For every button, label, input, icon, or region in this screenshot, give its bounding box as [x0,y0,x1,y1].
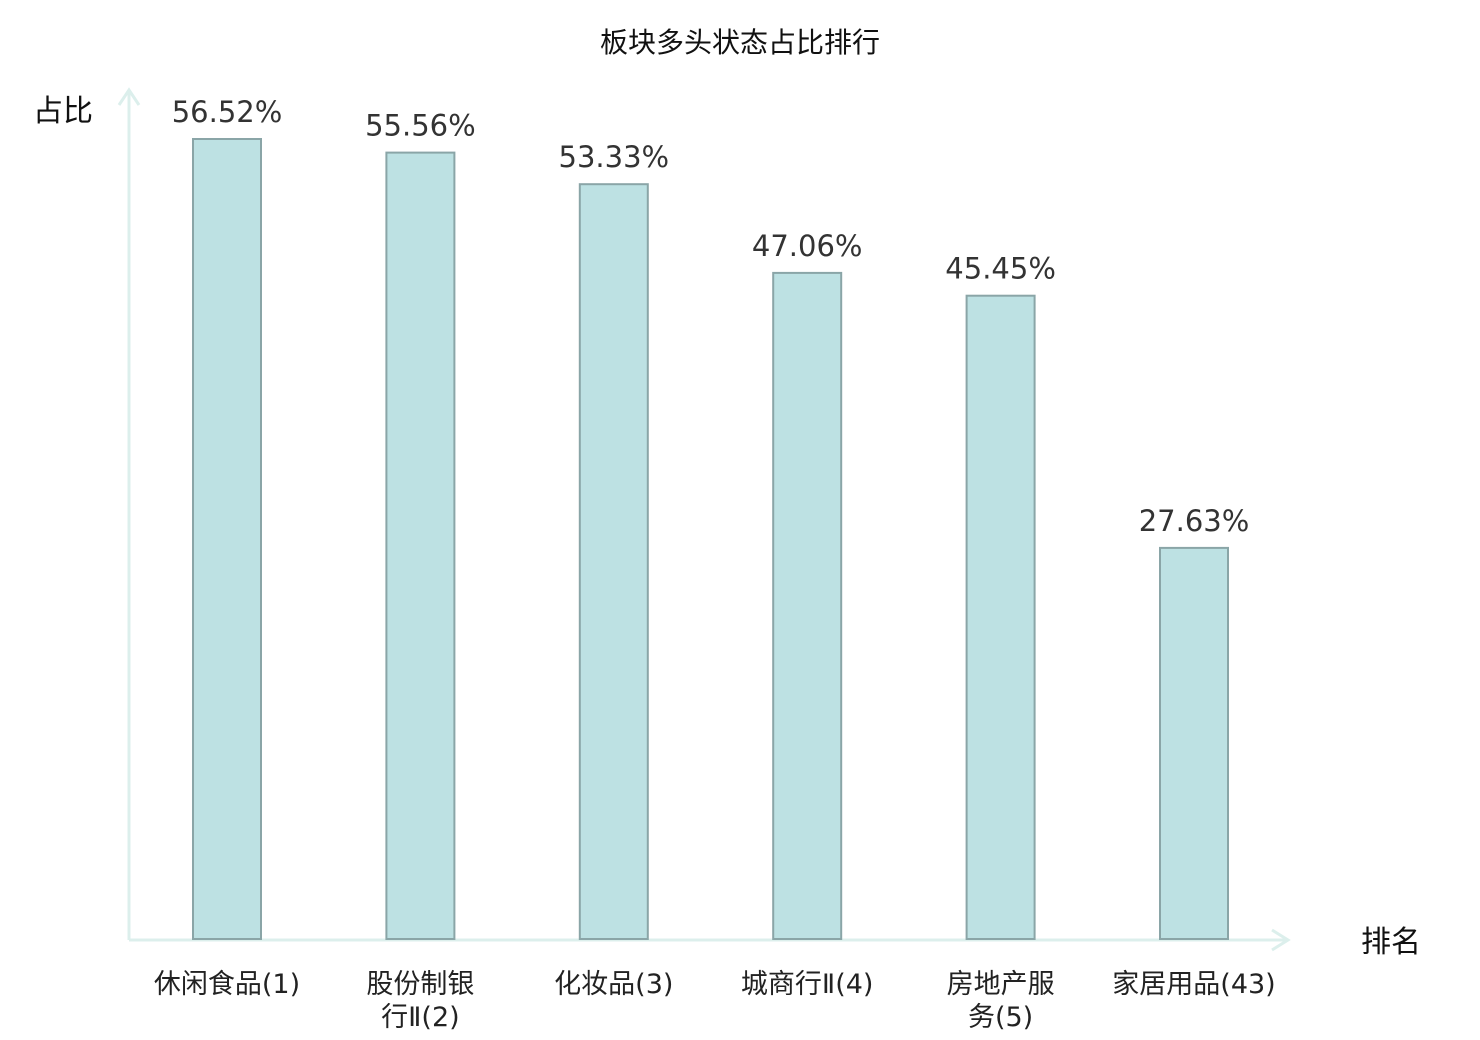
axes [117,87,1291,952]
value-label-2: 55.56% [365,109,476,143]
value-label-3: 53.33% [559,140,670,174]
category-label-4: 城商行Ⅱ(4) [741,969,874,1000]
category-label-6: 家居用品(43) [1112,969,1275,1000]
category-label-line: 休闲食品(1) [154,969,300,1000]
value-label-1: 56.52% [172,95,283,129]
bar-4 [772,271,843,940]
category-label-3: 化妆品(3) [554,969,673,1000]
bars-group [192,138,1229,941]
y-axis-arrow [117,87,141,106]
value-label-4: 47.06% [752,229,863,263]
y-axis-label: 占比 [33,94,93,129]
bar-5 [965,294,1036,940]
category-label-1: 休闲食品(1) [154,969,300,1000]
bar-3 [578,183,649,940]
category-label-2: 股份制银行Ⅱ(2) [366,969,474,1033]
value-labels-group: 56.52% 55.56% 53.33% 47.06% 45.45% 27.63% [172,95,1250,538]
bar-2 [385,151,456,941]
chart-title: 板块多头状态占比排行 [600,26,880,59]
value-label-5: 45.45% [945,252,1056,286]
bar-1 [192,138,262,940]
bar-6 [1159,546,1229,941]
value-label-6: 27.63% [1139,504,1250,538]
category-label-line: 化妆品(3) [554,969,673,1000]
category-labels-group: 休闲食品(1) 股份制银行Ⅱ(2) 化妆品(3) 城商行Ⅱ(4) 房地产服务(5) 家居用… [154,969,1276,1033]
category-label-line: 务(5) [968,1002,1033,1033]
x-axis-arrow [1271,928,1291,952]
category-label-line: 行Ⅱ(2) [381,1002,460,1033]
category-label-line: 家居用品(43) [1112,969,1275,1000]
category-label-5: 房地产服务(5) [947,969,1055,1033]
category-label-line: 城商行Ⅱ(4) [741,969,874,1000]
x-axis-label: 排名 [1361,925,1421,960]
category-label-line: 房地产服 [947,969,1055,1000]
category-label-line: 股份制银 [366,969,474,1000]
